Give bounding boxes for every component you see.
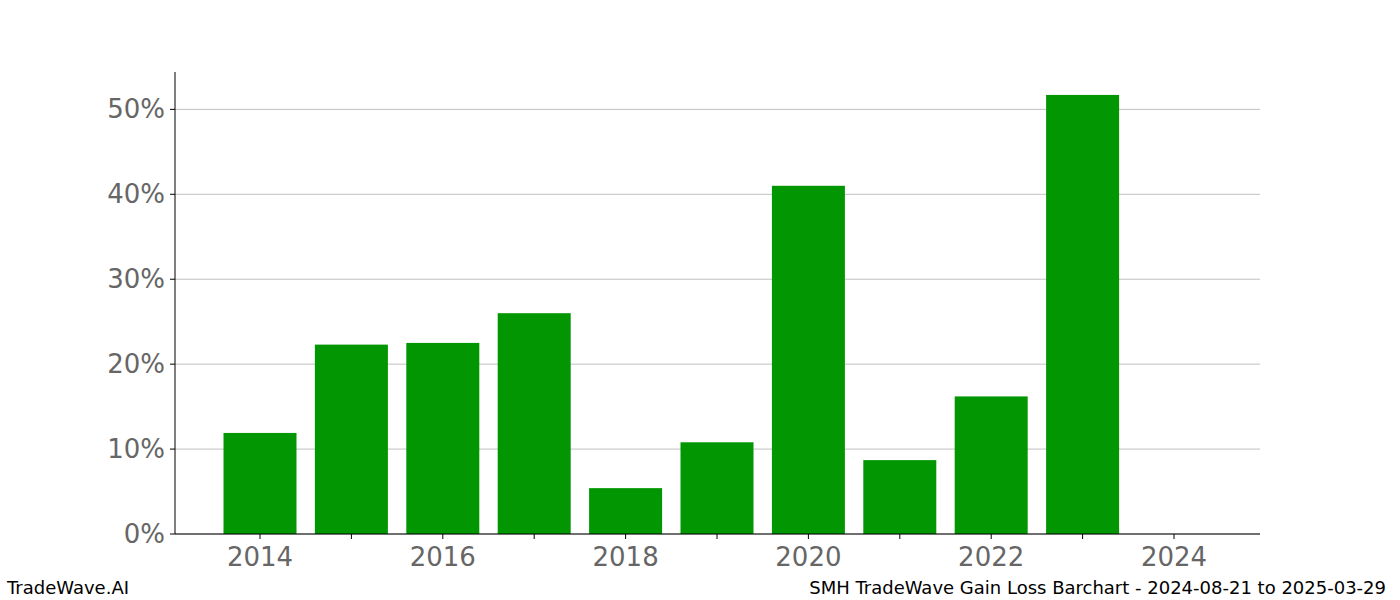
- x-tick: [1174, 534, 1175, 539]
- y-tick-label: 20%: [107, 349, 165, 379]
- x-tick-label: 2022: [958, 542, 1024, 572]
- y-tick: [170, 109, 175, 110]
- bar: [224, 433, 297, 534]
- y-tick: [170, 449, 175, 450]
- bar: [772, 186, 845, 534]
- x-tick-label: 2024: [1141, 542, 1207, 572]
- chart: 0% 10% 20% 30% 40% 50% 2014 2016 2018 2020 2022 202…: [0, 0, 1400, 600]
- x-tick: [991, 534, 992, 539]
- y-tick: [170, 534, 175, 535]
- x-tick-label: 2018: [593, 542, 659, 572]
- bar: [498, 313, 571, 534]
- x-tick: [625, 534, 626, 539]
- x-tick: [442, 534, 443, 539]
- bar: [589, 488, 662, 534]
- title: SMH TradeWave Gain Loss Barchart - 2024-…: [809, 577, 1386, 598]
- x-tick-label: 2016: [410, 542, 476, 572]
- x-tick: [899, 534, 900, 539]
- bars: [224, 95, 1120, 534]
- x-tick-label: 2014: [227, 542, 293, 572]
- bar: [1046, 95, 1119, 534]
- y-tick: [170, 364, 175, 365]
- x-tick-label: 2020: [775, 542, 841, 572]
- bar: [315, 345, 388, 534]
- x-tick: [717, 534, 718, 539]
- x-tick: [534, 534, 535, 539]
- x-axis: [175, 534, 1260, 535]
- y-axis: [175, 72, 176, 534]
- y-tick-label: 50%: [107, 94, 165, 124]
- y-tick: [170, 194, 175, 195]
- x-tick: [1082, 534, 1083, 539]
- x-tick: [808, 534, 809, 539]
- bar: [681, 442, 754, 534]
- bar: [955, 396, 1028, 534]
- bar: [863, 460, 936, 534]
- y-tick-label: 40%: [107, 179, 165, 209]
- y-tick: [170, 279, 175, 280]
- y-tick-label: 30%: [107, 264, 165, 294]
- y-tick-label: 10%: [107, 434, 165, 464]
- grid-line: [175, 534, 1260, 535]
- watermark: TradeWave.AI: [6, 577, 129, 598]
- x-tick: [260, 534, 261, 539]
- x-tick: [351, 534, 352, 539]
- y-tick-label: 0%: [124, 519, 165, 549]
- bar: [406, 343, 479, 534]
